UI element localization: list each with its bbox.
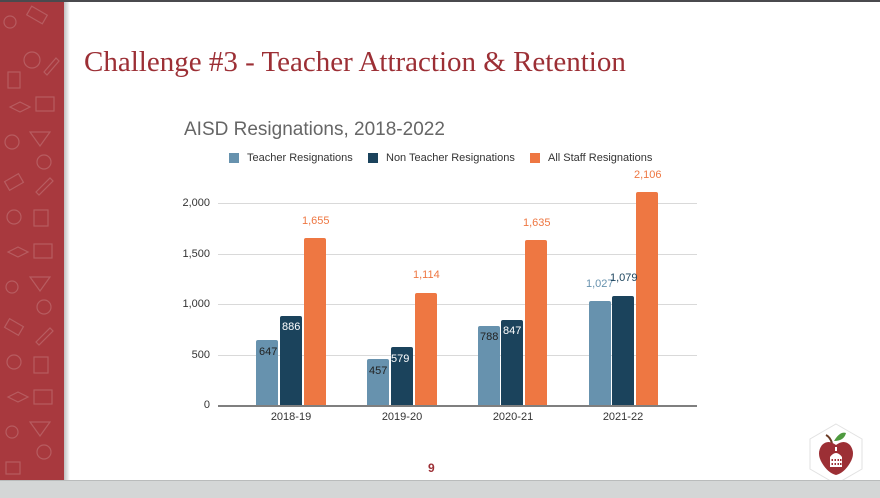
bar-teacher-2018-19 xyxy=(256,340,278,405)
legend-swatch-non-teacher xyxy=(368,153,378,163)
label-all-staff-2018-19: 1,655 xyxy=(302,215,330,227)
legend-label-teacher: Teacher Resignations xyxy=(247,152,353,164)
apple-capitol-logo-icon xyxy=(808,423,864,485)
y-tick-500: 500 xyxy=(191,349,210,361)
legend-label-non-teacher: Non Teacher Resignations xyxy=(386,152,515,164)
label-non-teacher-2019-20: 579 xyxy=(391,353,410,365)
y-tick-1000: 1,000 xyxy=(182,298,210,310)
legend-swatch-teacher xyxy=(229,153,239,163)
label-teacher-2020-21: 788 xyxy=(480,331,499,343)
legend-item-all-staff: All Staff Resignations xyxy=(530,152,652,164)
label-non-teacher-2021-22: 1,079 xyxy=(610,272,638,284)
bar-non-teacher-2020-21 xyxy=(501,320,523,405)
label-non-teacher-2018-19: 886 xyxy=(282,321,301,333)
bar-non-teacher-2019-20 xyxy=(391,347,413,405)
page-number: 9 xyxy=(428,461,435,475)
gridline-1000 xyxy=(218,304,697,305)
bar-non-teacher-2018-19 xyxy=(280,316,302,405)
gridline-500 xyxy=(218,355,697,356)
bar-teacher-2020-21 xyxy=(478,326,500,405)
x-tick-2018-19: 2018-19 xyxy=(270,411,312,423)
school-pattern-icon xyxy=(3,5,60,475)
bar-all-staff-2019-20 xyxy=(415,293,437,405)
bar-teacher-2019-20 xyxy=(367,359,389,405)
label-all-staff-2020-21: 1,635 xyxy=(523,217,551,229)
label-all-staff-2021-22: 2,106 xyxy=(634,169,662,181)
window-top-border xyxy=(0,0,880,2)
chart-title: AISD Resignations, 2018-2022 xyxy=(184,119,445,140)
label-teacher-2019-20: 457 xyxy=(369,365,388,377)
window-footer-bar xyxy=(0,480,880,498)
x-axis-line xyxy=(218,405,697,407)
label-non-teacher-2020-21: 847 xyxy=(503,325,522,337)
label-teacher-2021-22: 1,027 xyxy=(586,278,614,290)
legend-item-non-teacher: Non Teacher Resignations xyxy=(368,152,515,164)
bar-all-staff-2020-21 xyxy=(525,240,547,405)
x-tick-2020-21: 2020-21 xyxy=(492,411,534,423)
gridline-1500 xyxy=(218,254,697,255)
gridline-2000 xyxy=(218,203,697,204)
bar-all-staff-2018-19 xyxy=(304,238,326,405)
y-tick-2000: 2,000 xyxy=(182,197,210,209)
label-all-staff-2019-20: 1,114 xyxy=(413,269,440,281)
y-tick-0: 0 xyxy=(203,399,210,411)
slide xyxy=(0,2,880,480)
decorative-sidebar xyxy=(0,2,64,480)
legend-swatch-all-staff xyxy=(530,153,540,163)
bar-all-staff-2021-22 xyxy=(636,192,658,405)
label-teacher-2018-19: 647 xyxy=(259,346,278,358)
slide-title: Challenge #3 - Teacher Attraction & Rete… xyxy=(84,46,626,78)
bar-teacher-2021-22 xyxy=(589,301,611,405)
y-tick-1500: 1,500 xyxy=(182,248,210,260)
sidebar-shadow xyxy=(64,2,70,480)
legend-item-teacher: Teacher Resignations xyxy=(229,152,353,164)
x-tick-2019-20: 2019-20 xyxy=(381,411,423,423)
bar-non-teacher-2021-22 xyxy=(612,296,634,405)
legend-label-all-staff: All Staff Resignations xyxy=(548,152,653,164)
x-tick-2021-22: 2021-22 xyxy=(602,411,644,423)
